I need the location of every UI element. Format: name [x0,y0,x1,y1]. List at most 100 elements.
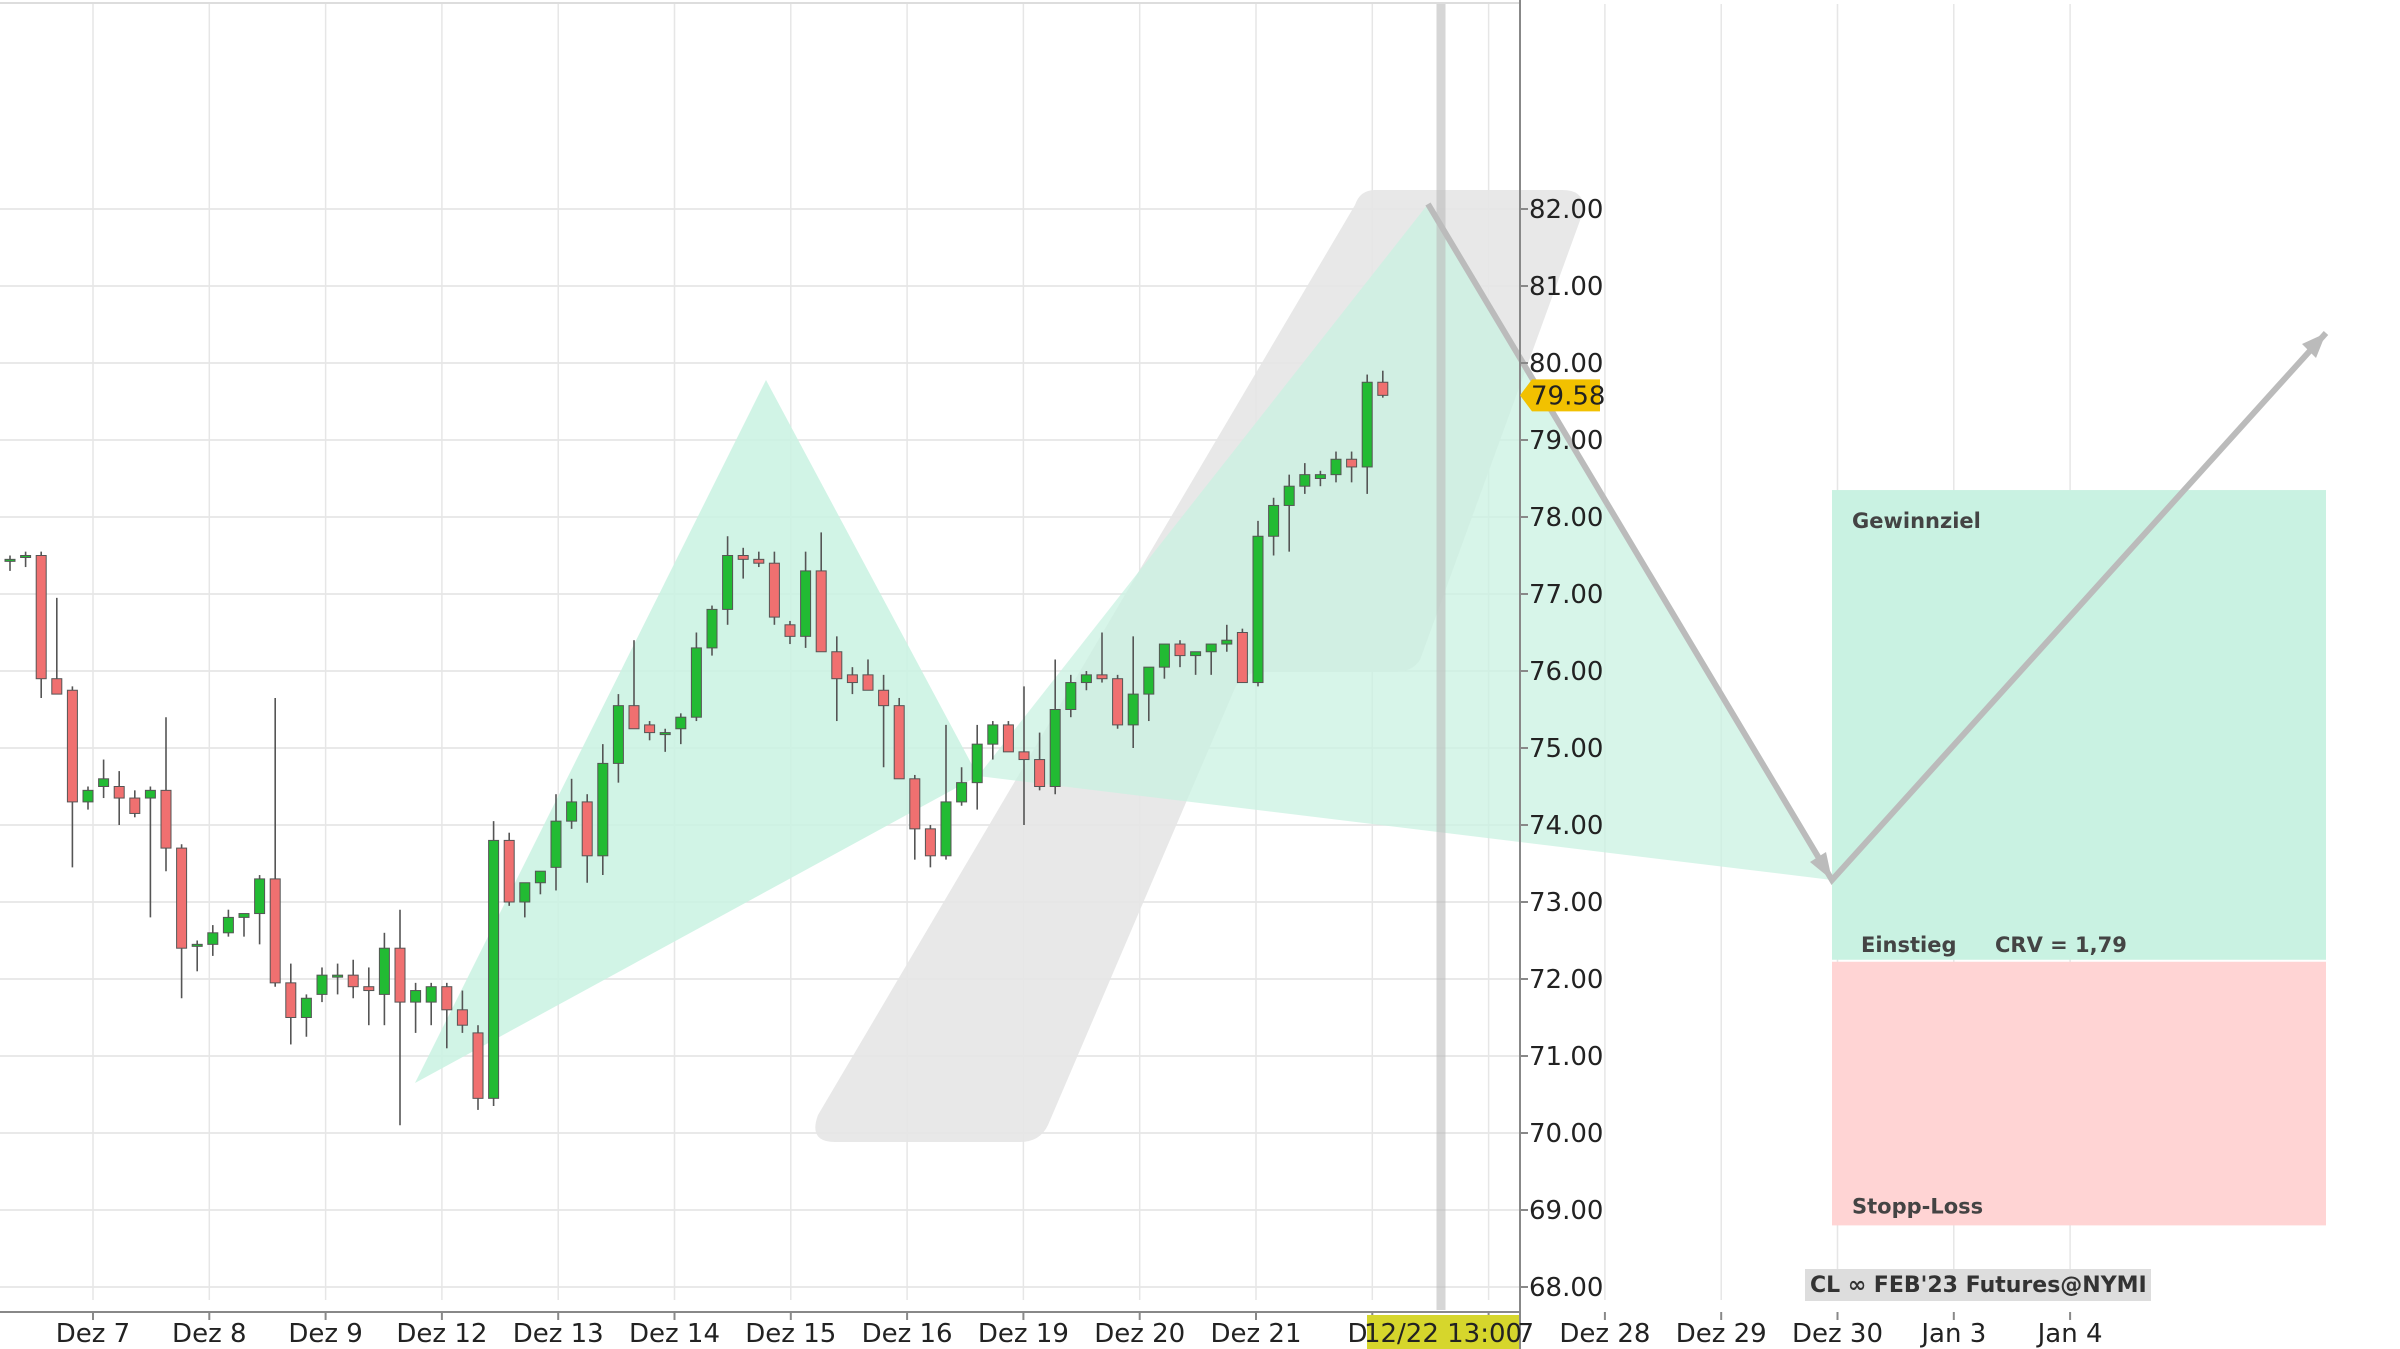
projection-arrowhead-up [2302,333,2326,358]
pattern-shapes [415,190,2329,1142]
candle-body [113,786,125,799]
last-price-label: 79.58 [1531,381,1605,411]
y-tick-label: 75.00 [1529,734,1603,764]
candle-body [207,932,219,945]
candle-body [300,997,312,1018]
y-tick-label: 81.00 [1529,272,1603,302]
candle-body [784,624,796,637]
candle-body [768,562,780,618]
candle-body [441,986,453,1011]
candle-body [503,839,515,903]
entry-label: Einstieg [1861,933,1957,957]
candle-body [831,651,843,680]
candle-body [472,1032,484,1099]
candle-body [612,705,624,764]
candle-body [363,986,375,992]
candle-body [987,724,999,745]
y-tick-label: 80.00 [1529,349,1603,379]
candle-body [347,974,359,988]
candle-body [706,608,718,649]
x-tick-label: Dez 16 [862,1319,953,1349]
crosshair-time-label: 12/22 13:00 [1364,1319,1522,1349]
y-tick-label: 77.00 [1529,580,1603,610]
candle-body [66,689,78,803]
crv-label: CRV = 1,79 [1995,933,2127,957]
candle-body [144,789,156,799]
candle-body [1096,674,1108,680]
stop-loss-label: Stopp-Loss [1852,1194,1983,1218]
candle-body [909,778,921,830]
candle-body [1299,474,1311,487]
y-tick-label: 71.00 [1529,1042,1603,1072]
y-tick-label: 82.00 [1529,195,1603,225]
candle-body [659,732,671,736]
target-zone [1832,490,2326,960]
candle-body [1330,458,1342,476]
candle-body [394,947,406,1003]
candle-body [1314,474,1326,479]
x-tick-label: Dez 21 [1210,1319,1301,1349]
x-tick-label: Dez 19 [978,1319,1069,1349]
y-tick-label: 74.00 [1529,811,1603,841]
candle-body [1065,682,1077,710]
pattern-triangle-left [415,380,978,1083]
candle-body [534,870,546,884]
candle-body [1112,678,1124,726]
candle-body [722,555,734,610]
projection-arrowhead-down [1810,852,1832,880]
candle-body [1268,504,1280,537]
axes: 68.00 69.00 70.00 71.00 72.00 73.00 74.00 75.00… [0,0,2103,1349]
x-tick-label: Dez 29 [1676,1319,1767,1349]
candle-body [815,570,827,653]
candle-body [1002,724,1014,753]
candle-body [956,782,968,803]
x-tick-label: Dez 15 [745,1319,836,1349]
y-tick-label: 76.00 [1529,657,1603,687]
candle-body [1221,639,1233,645]
candle-body [176,847,188,949]
x-tick-label: Dez 12 [396,1319,487,1349]
x-tick-label: Dez 13 [513,1319,604,1349]
candle-body [410,990,422,1003]
candle-body [378,947,390,995]
candle-body [1127,693,1139,726]
candle-body [1080,674,1092,684]
target-label: Gewinnziel [1852,509,1981,533]
trade-zones [1832,490,2326,1226]
x-tick-label: Dez 20 [1094,1319,1185,1349]
candle-body [222,916,234,934]
candles [4,370,1389,1126]
candle-body [1361,381,1373,468]
x-tick-label: Dez 7 [56,1319,130,1349]
candle-body [1346,458,1358,468]
candle-body [924,828,936,857]
candle-body [878,689,890,707]
candle-body [35,555,47,680]
candle-body [519,882,531,903]
candle-body [425,986,437,1003]
candle-body [644,724,656,734]
stop-loss-zone [1832,961,2326,1226]
price-tags: CL ∞ FEB'23 Futures@NYMI 79.58 12/22 13:… [1364,379,2151,1349]
candle-body [1205,643,1217,653]
candle-body [1174,643,1186,657]
candle-body [737,555,749,560]
candle-body [893,705,905,780]
candle-body [20,555,32,558]
candle-body [1018,751,1030,761]
y-tick-label: 78.00 [1529,503,1603,533]
instrument-badge [1805,1269,2151,1301]
y-tick-label: 70.00 [1529,1119,1603,1149]
candle-body [285,982,297,1018]
candle-body [597,762,609,857]
candle-body [332,974,344,978]
candle-body [1049,709,1061,787]
candle-body [753,558,765,564]
y-tick-label: 68.00 [1529,1273,1603,1303]
candle-body [98,778,110,787]
candle-body [269,878,281,984]
candle-body [1158,643,1170,668]
crosshair-time-tag [1367,1315,1519,1349]
pattern-triangle-right [978,204,1832,880]
